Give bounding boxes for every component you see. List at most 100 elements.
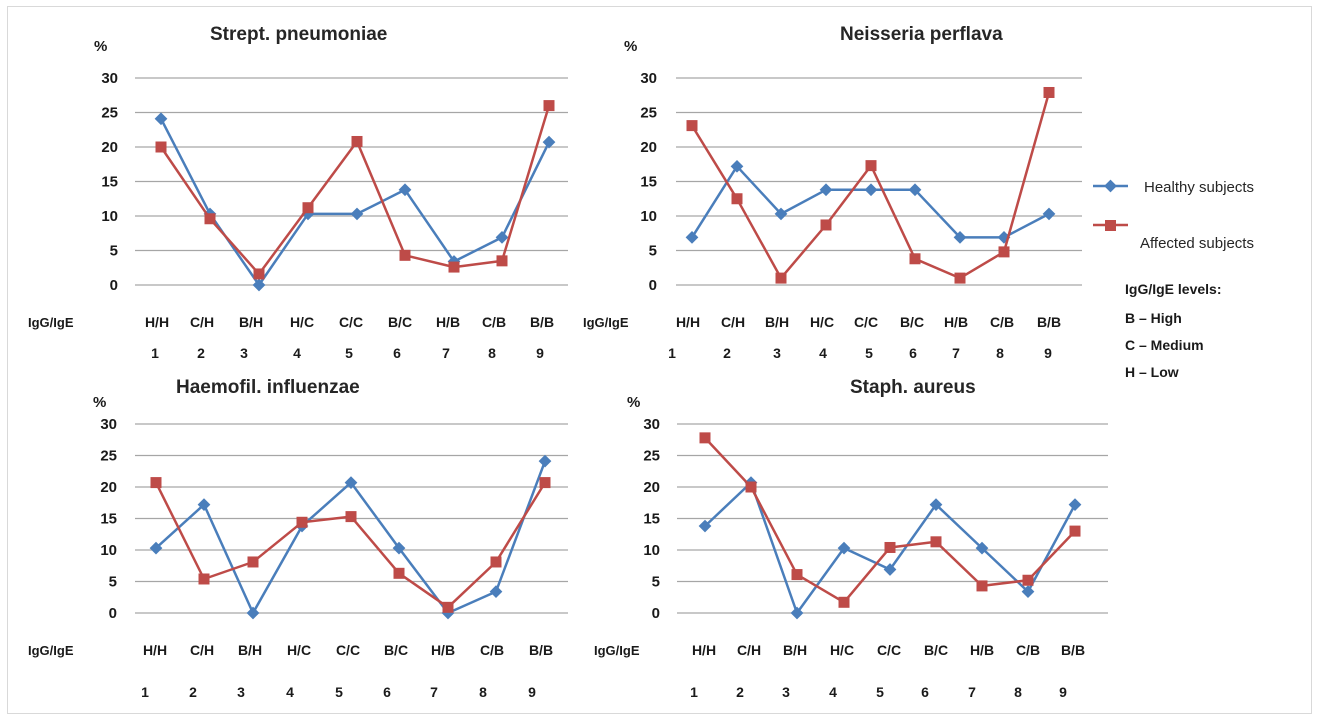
level-b-high: B – High	[1125, 310, 1182, 326]
affected-point	[838, 596, 850, 608]
affected-point	[1022, 574, 1034, 586]
healthy-point	[398, 183, 412, 197]
x-tick-number: 1	[668, 345, 676, 361]
legend: Healthy subjects Affected subjects IgG/I…	[1093, 179, 1254, 380]
y-tick-label: 30	[100, 416, 117, 433]
x-tick-label: C/B	[482, 314, 506, 330]
x-tick-number: 3	[240, 345, 248, 361]
x-tick-label: H/C	[810, 314, 834, 330]
x-tick-number: 6	[393, 345, 401, 361]
affected-point	[204, 213, 216, 225]
y-tick-label: 20	[640, 139, 657, 156]
affected-point	[496, 255, 508, 267]
affected-point	[976, 580, 988, 592]
x-tick-label: H/H	[692, 642, 716, 658]
legend-entry-affected: Affected subjects	[1093, 220, 1254, 252]
y-tick-label: 15	[643, 511, 660, 528]
x-tick-number: 4	[819, 345, 827, 361]
x-tick-label: H/B	[944, 314, 968, 330]
y-axis-label: %	[627, 394, 640, 411]
affected-point	[954, 272, 966, 284]
x-tick-number: 9	[528, 684, 536, 700]
y-tick-label: 15	[640, 174, 657, 191]
y-tick-label: 0	[652, 605, 660, 622]
y-tick-label: 30	[643, 416, 660, 433]
affected-point	[198, 573, 210, 585]
y-axis-label: %	[94, 38, 107, 55]
x-tick-number: 6	[909, 345, 917, 361]
healthy-point	[154, 112, 168, 126]
x-tick-number: 2	[723, 345, 731, 361]
x-tick-label: H/H	[143, 642, 167, 658]
y-tick-label: 15	[101, 174, 118, 191]
x-tick-number: 3	[782, 684, 790, 700]
y-tick-label: 20	[101, 139, 118, 156]
x-axis-label: IgG/IgE	[28, 315, 74, 330]
legend-healthy-marker	[1104, 179, 1117, 193]
x-tick-label: B/H	[783, 642, 807, 658]
x-tick-number: 1	[690, 684, 698, 700]
y-tick-label: 5	[109, 574, 117, 591]
x-tick-number: 3	[773, 345, 781, 361]
y-tick-label: 30	[640, 70, 657, 87]
affected-point	[351, 135, 363, 147]
affected-point	[884, 541, 896, 553]
figure-frame	[7, 6, 1312, 714]
healthy-point	[197, 498, 211, 512]
y-tick-label: 10	[101, 208, 118, 225]
legend-affected-marker	[1105, 220, 1116, 231]
y-tick-label: 10	[100, 542, 117, 559]
affected-point	[345, 511, 357, 523]
x-tick-number: 7	[952, 345, 960, 361]
x-tick-label: H/C	[287, 642, 311, 658]
legend-affected-label: Affected subjects	[1140, 235, 1254, 252]
x-tick-number: 8	[996, 345, 1004, 361]
x-tick-number: 5	[335, 684, 343, 700]
chart-title: Neisseria perflava	[840, 24, 1003, 45]
x-tick-label: H/B	[970, 642, 994, 658]
healthy-point	[495, 231, 509, 244]
x-tick-label: B/C	[924, 642, 948, 658]
x-tick-label: H/B	[431, 642, 455, 658]
affected-point	[543, 100, 555, 112]
x-tick-label: H/H	[676, 314, 700, 330]
x-tick-number: 7	[430, 684, 438, 700]
x-tick-label: C/C	[854, 314, 878, 330]
x-tick-label: C/B	[990, 314, 1014, 330]
x-tick-label: B/B	[1061, 642, 1085, 658]
affected-point	[247, 556, 259, 568]
x-tick-label: B/C	[384, 642, 408, 658]
x-tick-label: B/H	[239, 314, 263, 330]
x-tick-number: 7	[442, 345, 450, 361]
level-h-low: H – Low	[1125, 364, 1179, 380]
x-tick-label: H/C	[290, 314, 314, 330]
affected-point	[791, 569, 803, 581]
x-tick-number: 4	[286, 684, 294, 700]
x-tick-number: 9	[1044, 345, 1052, 361]
healthy-point	[538, 454, 552, 468]
affected-point	[296, 516, 308, 528]
y-tick-label: 15	[100, 511, 117, 528]
x-tick-number: 7	[968, 684, 976, 700]
healthy-point	[864, 183, 878, 197]
x-tick-label: C/C	[336, 642, 360, 658]
affected-point	[820, 219, 832, 231]
affected-point	[686, 120, 698, 132]
x-tick-label: H/H	[145, 314, 169, 330]
legend-entry-healthy: Healthy subjects	[1093, 179, 1254, 196]
healthy-point	[819, 183, 833, 197]
y-axis-label: %	[93, 394, 106, 411]
x-tick-number: 9	[536, 345, 544, 361]
affected-point	[539, 477, 551, 489]
healthy-point	[344, 476, 358, 489]
chart-title: Haemofil. influenzae	[176, 377, 360, 398]
y-tick-label: 20	[643, 479, 660, 496]
x-tick-number: 1	[151, 345, 159, 361]
x-tick-label: H/C	[830, 642, 854, 658]
y-tick-label: 25	[640, 105, 657, 122]
x-tick-number: 4	[829, 684, 837, 700]
x-tick-label: B/C	[900, 314, 924, 330]
